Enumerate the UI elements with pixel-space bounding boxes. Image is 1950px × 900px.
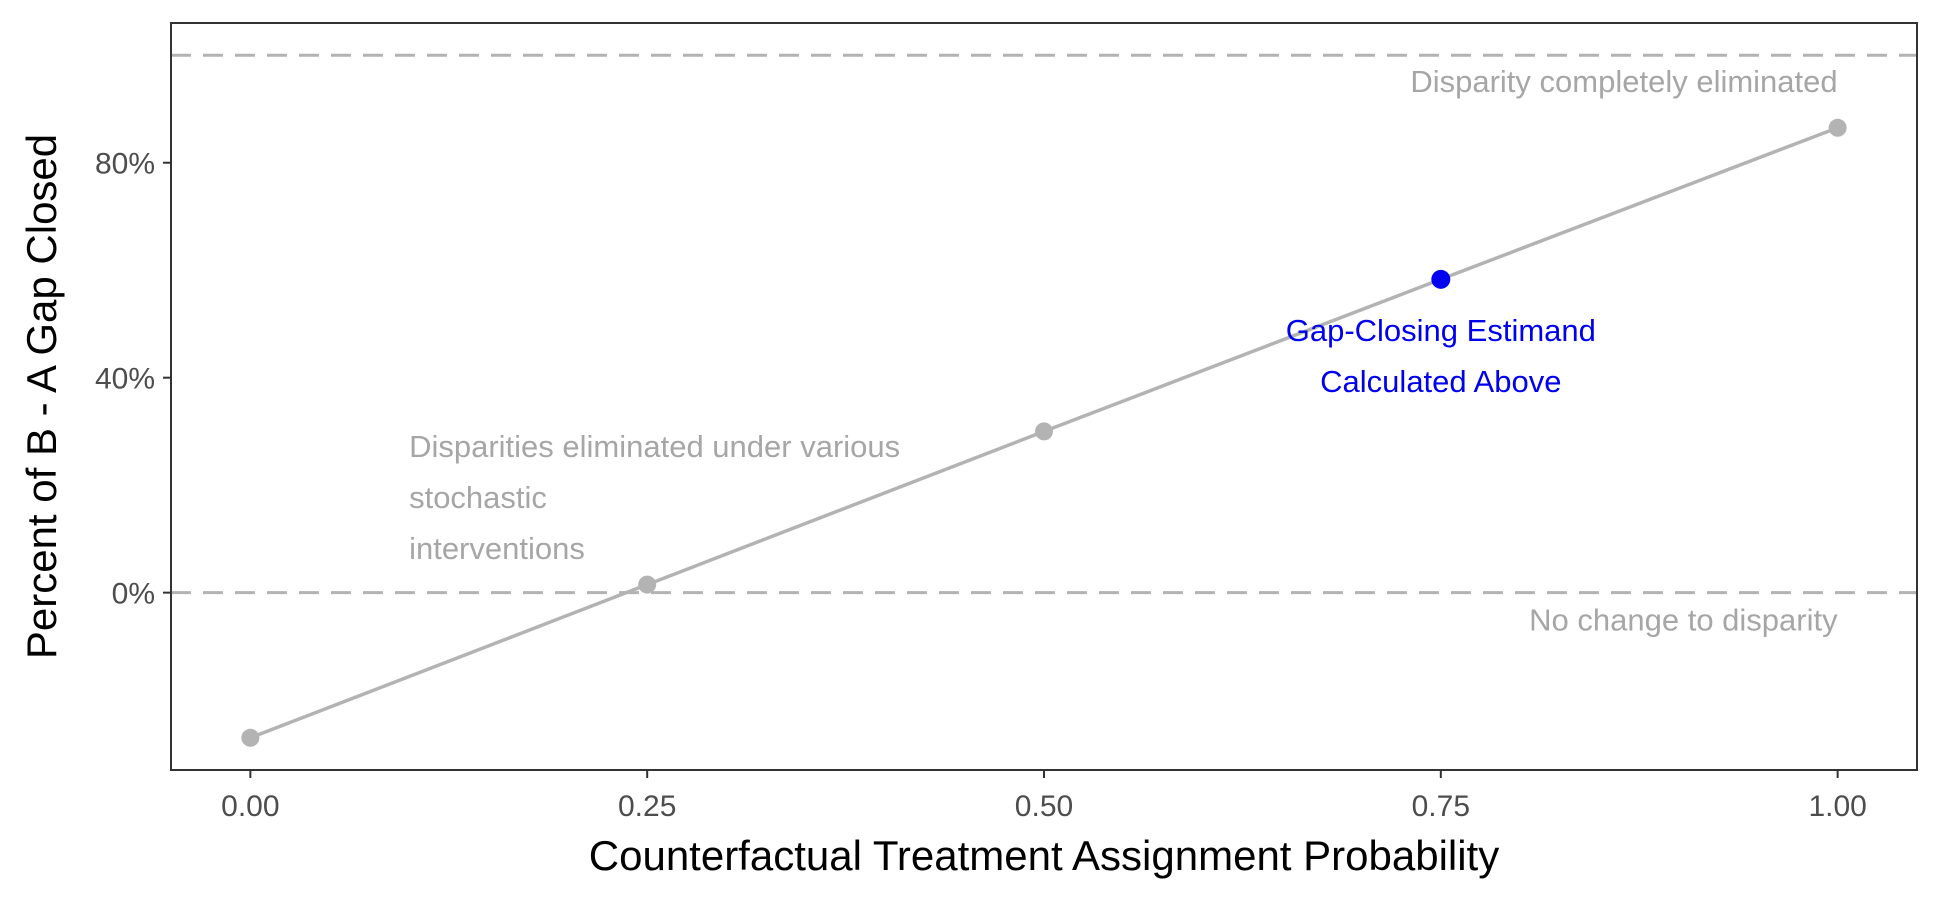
data-point <box>638 575 657 594</box>
annotation-stochastic-line-1: Disparities eliminated under various <box>409 429 900 464</box>
data-point <box>1035 422 1053 441</box>
data-points <box>241 118 1847 747</box>
x-axis-ticks: 0.00 0.25 0.50 0.75 1.00 <box>221 770 1867 823</box>
x-tick-label: 0.75 <box>1412 790 1470 823</box>
x-tick-label: 0.25 <box>618 790 676 823</box>
annotation-estimand-line-1: Gap-Closing Estimand <box>1286 313 1596 348</box>
reference-label-top: Disparity completely eliminated <box>1410 64 1837 99</box>
data-point <box>241 728 260 747</box>
x-tick-label: 0.50 <box>1015 790 1073 823</box>
annotation-stochastic-line-3: interventions <box>409 531 585 566</box>
x-tick-label: 1.00 <box>1808 790 1866 823</box>
highlight-point <box>1431 269 1451 289</box>
x-tick-label: 0.00 <box>221 790 279 823</box>
y-axis-ticks: 0% 40% 80% <box>95 148 171 611</box>
y-tick-label: 80% <box>95 148 155 181</box>
y-tick-label: 0% <box>112 578 155 611</box>
y-tick-label: 40% <box>95 363 155 396</box>
data-point <box>1828 118 1847 137</box>
reference-label-zero: No change to disparity <box>1529 603 1838 638</box>
annotation-stochastic-line-2: stochastic <box>409 480 547 515</box>
plot-panel-border <box>170 22 1918 771</box>
y-axis-title: Percent of B - A Gap Closed <box>18 134 65 659</box>
annotation-estimand-line-2: Calculated Above <box>1320 364 1561 399</box>
x-axis-title: Counterfactual Treatment Assignment Prob… <box>589 832 1499 879</box>
